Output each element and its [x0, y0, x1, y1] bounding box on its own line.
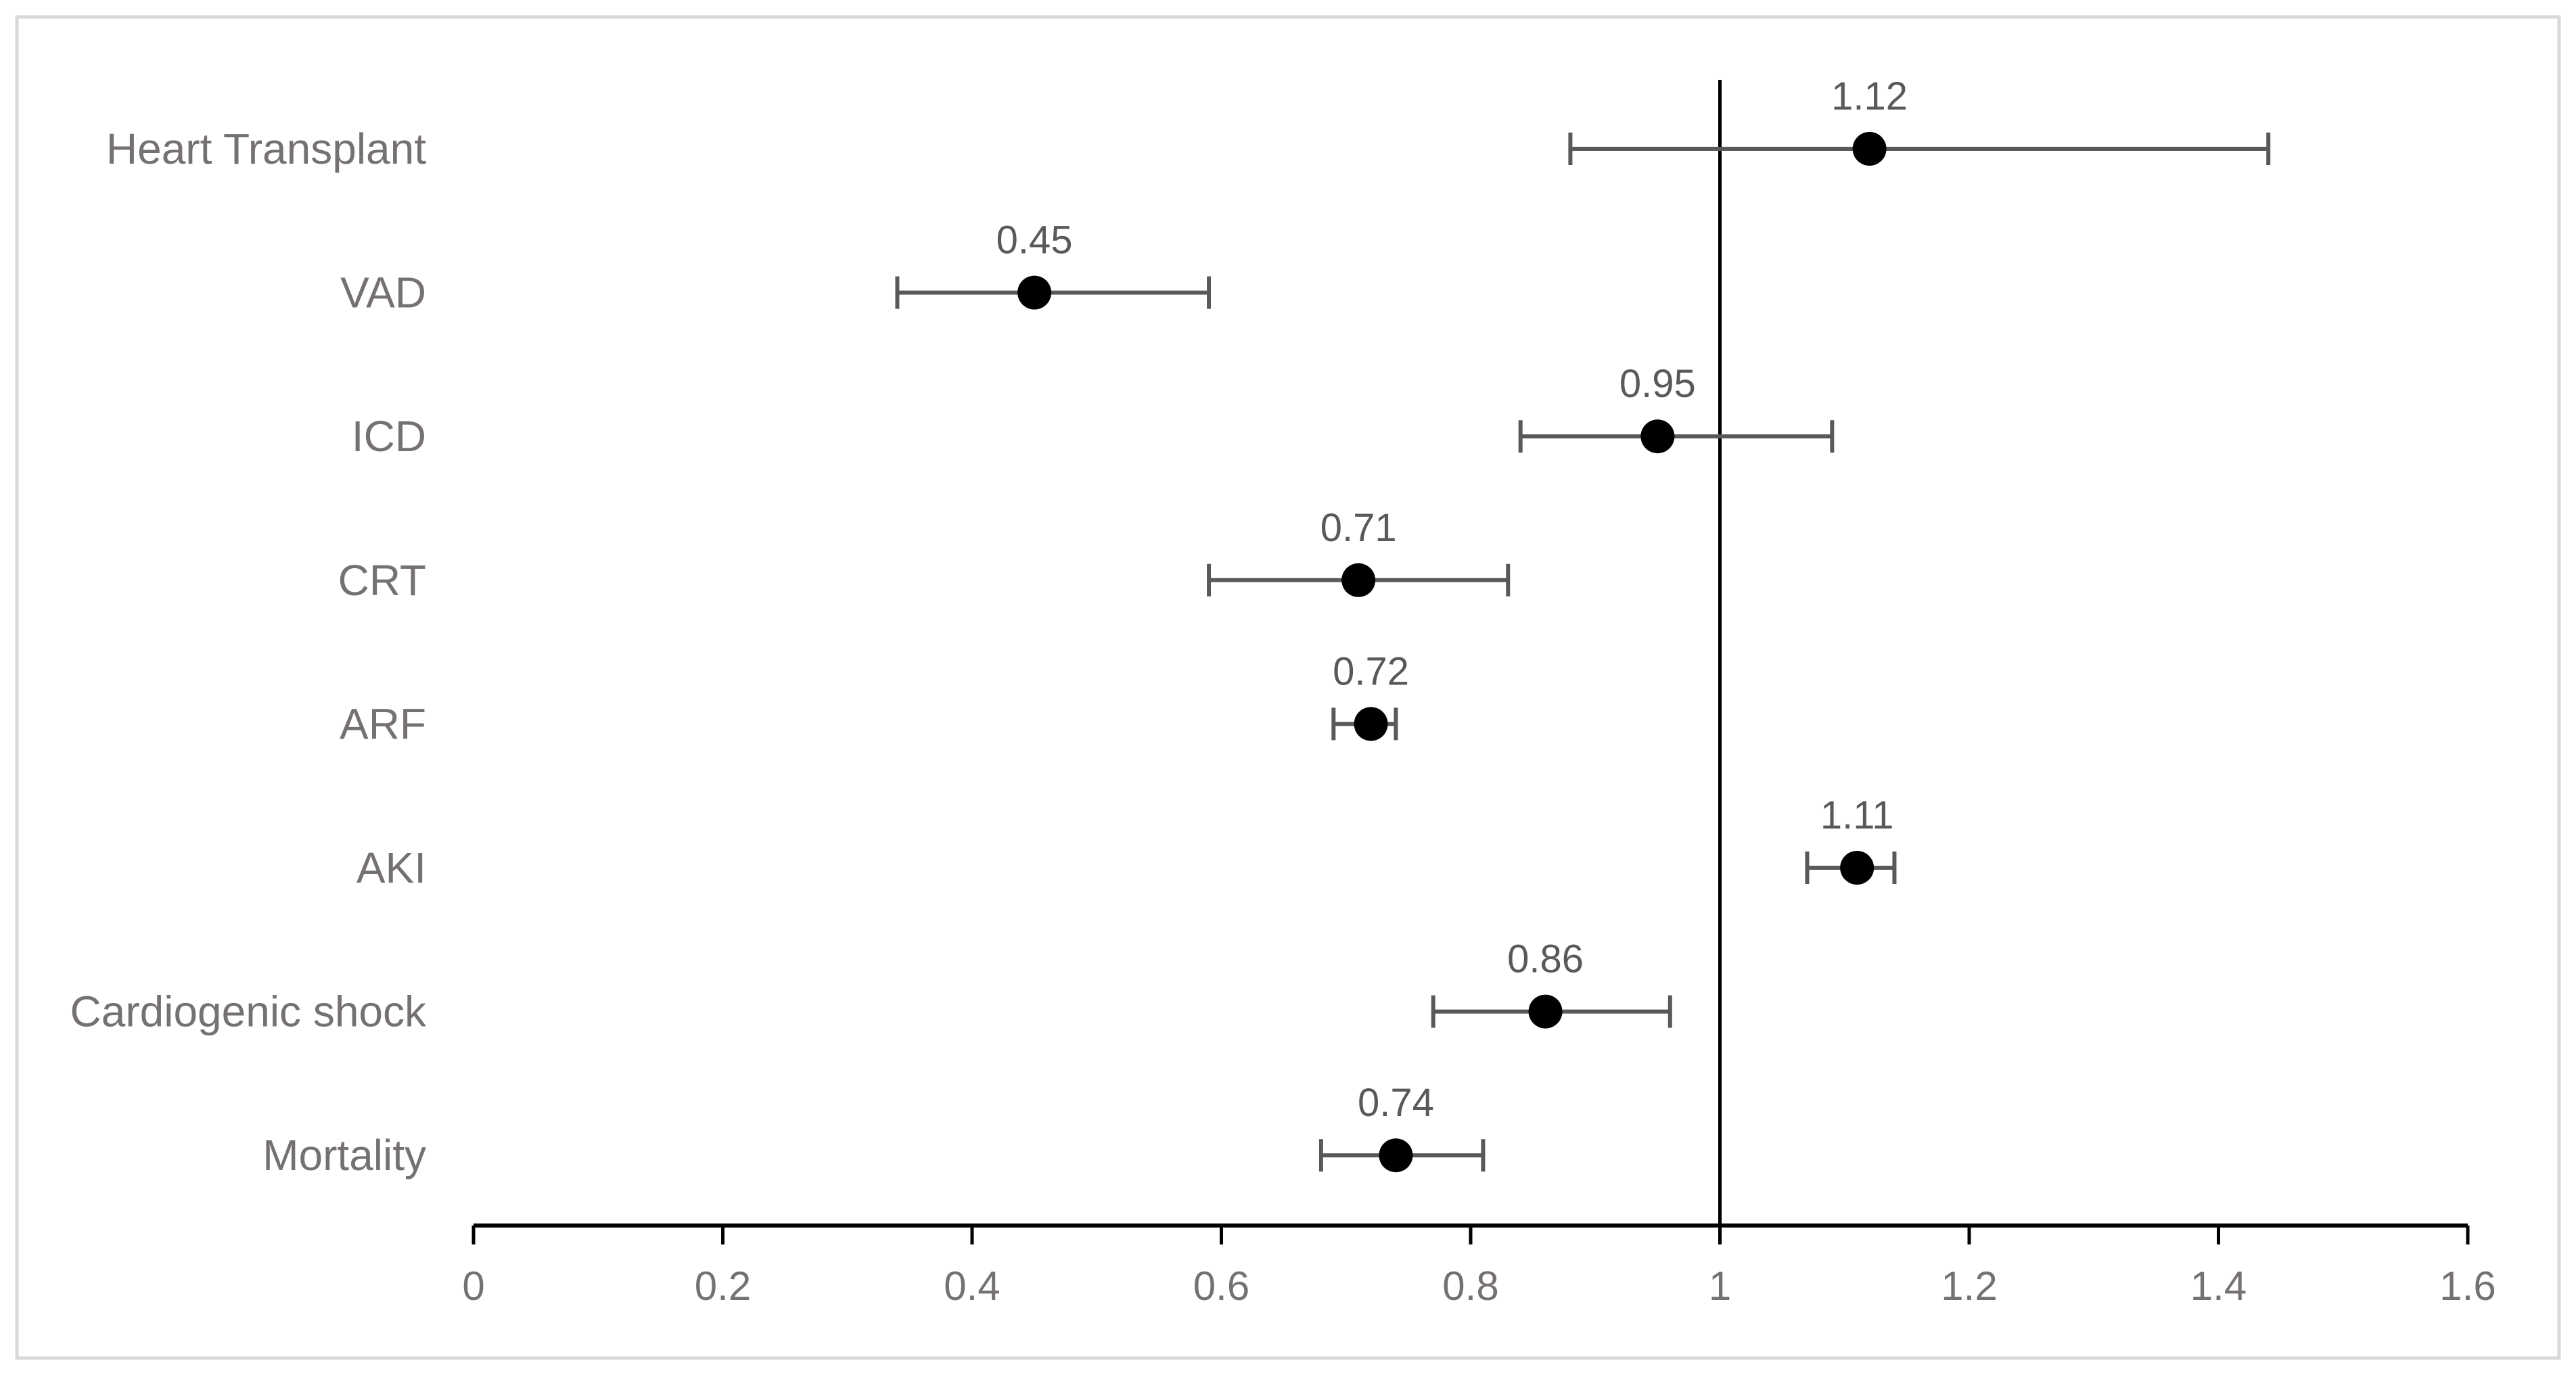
chart-frame — [15, 15, 2561, 1360]
forest-row: Mortality 0.74 — [262, 1081, 1486, 1180]
forest-row: Cardiogenic shock 0.86 — [70, 937, 1672, 1036]
forest-rows: Heart Transplant 1.12 VAD 0.45 ICD 0.95 CRT 0.7… — [70, 74, 2271, 1180]
category-label: ICD — [352, 412, 426, 461]
estimate-data-label: 0.86 — [1507, 937, 1584, 981]
x-tick-label: 0.2 — [695, 1263, 751, 1309]
estimate-data-label: 0.74 — [1358, 1081, 1434, 1125]
forest-row: ICD 0.95 — [352, 362, 1835, 461]
estimate-data-label: 1.11 — [1820, 793, 1894, 837]
forest-row: AKI 1.11 — [356, 793, 1897, 892]
x-tick-label: 0.4 — [944, 1263, 1000, 1309]
x-axis: 0 0.2 0.4 0.6 0.8 1 1.2 1.4 1.6 — [462, 1223, 2496, 1309]
estimate-point — [1840, 851, 1874, 885]
x-tick-label: 0 — [462, 1263, 484, 1309]
estimate-point — [1017, 275, 1052, 310]
category-label: Heart Transplant — [106, 124, 426, 173]
estimate-data-label: 0.72 — [1333, 649, 1409, 693]
forest-row: VAD 0.45 — [340, 218, 1212, 317]
x-tick-label: 1.6 — [2439, 1263, 2496, 1309]
x-tick-label: 1 — [1709, 1263, 1731, 1309]
estimate-point — [1341, 563, 1376, 597]
category-label: AKI — [356, 843, 426, 892]
forest-row: CRT 0.71 — [338, 506, 1511, 605]
estimate-point — [1528, 994, 1563, 1029]
estimate-data-label: 0.95 — [1619, 362, 1696, 406]
x-tick-label: 0.8 — [1442, 1263, 1498, 1309]
estimate-data-label: 0.71 — [1320, 506, 1397, 550]
estimate-data-label: 1.12 — [1831, 74, 1908, 118]
estimate-point — [1354, 707, 1388, 741]
category-label: ARF — [340, 699, 426, 748]
category-label: Cardiogenic shock — [70, 987, 428, 1036]
forest-row: Heart Transplant 1.12 — [106, 74, 2271, 173]
x-tick-label: 0.6 — [1193, 1263, 1249, 1309]
category-label: CRT — [338, 556, 426, 605]
estimate-data-label: 0.45 — [996, 218, 1073, 262]
category-label: VAD — [340, 269, 426, 317]
estimate-point — [1379, 1138, 1413, 1173]
estimate-point — [1640, 419, 1675, 454]
x-tick-label: 1.2 — [1941, 1263, 1997, 1309]
x-tick-label: 1.4 — [2190, 1263, 2247, 1309]
estimate-point — [1852, 132, 1887, 166]
category-label: Mortality — [262, 1131, 426, 1180]
forest-row: ARF 0.72 — [340, 649, 1409, 748]
